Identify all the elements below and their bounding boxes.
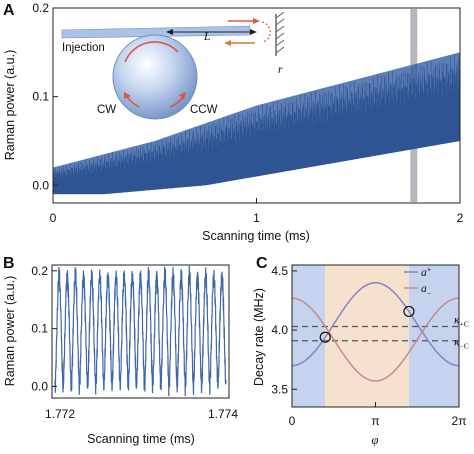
x-axis-label-c: φ [372, 433, 379, 447]
crossing-marker [319, 331, 331, 343]
x-axis-label-a: Scanning time (ms) [202, 229, 310, 243]
x-tick-label-b: 1.772 [45, 407, 75, 421]
series-a-plus [292, 282, 459, 367]
legend-label-a-plus: a+ [421, 265, 432, 279]
cw-label: CW [97, 104, 116, 116]
y-axis-label-b: Raman power (a.u.) [3, 276, 17, 386]
microresonator-icon [112, 34, 198, 120]
forward-arrow-icon [253, 18, 260, 24]
length-arrow-left-icon [166, 29, 173, 35]
legend-label-a-minus: a− [421, 283, 432, 298]
ccw-arrowhead-icon [179, 92, 186, 100]
ticks-b: 1.772 1.774 0.0 0.1 0.2 [31, 264, 238, 421]
phase-region [292, 265, 326, 407]
return-arrow-icon [224, 40, 231, 46]
panel-a: 0 1 2 0.0 0.1 0.2 Scanning time (ms) Raman po… [3, 1, 464, 243]
x-tick-label-a: 0 [50, 211, 57, 225]
x-tick-label-a: 2 [457, 211, 464, 225]
y-tick-label-b: 0.0 [31, 379, 48, 393]
plot-frame-b [51, 264, 230, 399]
cw-circulation-icon [124, 41, 179, 63]
panel-letter-b: B [3, 255, 15, 272]
x-tick-label-c: 2π [452, 414, 467, 428]
y-tick-label-c: 4.0 [271, 323, 288, 337]
panel-b: 1.772 1.774 0.0 0.1 0.2 Scanning time (ms) R… [3, 264, 238, 446]
x-tick-label-a: 1 [253, 211, 260, 225]
length-symbol: L [203, 31, 210, 43]
y-axis-label-c: Decay rate (MHz) [252, 288, 266, 386]
injection-label: Injection [62, 42, 105, 54]
phase-regions [292, 265, 459, 407]
reflector-symbol: r [278, 64, 283, 76]
y-tick-label-a: 0.2 [32, 1, 49, 15]
length-arrow-right-icon [250, 29, 257, 35]
signal-trace-b [54, 265, 227, 397]
y-tick-label-a: 0.1 [32, 90, 49, 104]
y-tick-label-c: 4.5 [271, 264, 288, 278]
y-tick-label-c: 3.5 [271, 382, 288, 396]
panel-letter-a: A [3, 2, 15, 19]
kappa-minus-label: κ−C [454, 337, 469, 351]
ticks-c: 0 π 2π 3.5 4.0 4.5 [271, 264, 466, 428]
panel-letter-c: C [256, 255, 268, 272]
reflector-hatch-icon [275, 11, 285, 54]
inset-schematic: Injection L r [61, 11, 285, 120]
y-tick-label-b: 0.1 [31, 322, 48, 336]
y-tick-label-b: 0.2 [31, 264, 48, 278]
x-tick-label-c: 0 [289, 414, 296, 428]
reflection-loop-icon [261, 21, 271, 43]
signal-trace-a [52, 52, 461, 195]
phase-region [325, 265, 409, 407]
crossing-marker [403, 305, 415, 318]
series-a-minus [291, 297, 460, 382]
legend-c: a+ a− [404, 265, 432, 298]
y-tick-label-a: 0.0 [32, 178, 49, 192]
ccw-label: CCW [190, 104, 218, 116]
x-tick-label-b: 1.774 [208, 407, 238, 421]
x-tick-label-c: π [371, 414, 379, 428]
phase-region [408, 265, 459, 407]
ticks-a: 0 1 2 0.0 0.1 0.2 [32, 1, 463, 225]
panel-c: 0 π 2π 3.5 4.0 4.5 a+ a− κ+C κ−C φ Decay rate… [252, 264, 469, 447]
cw-arrowhead-icon [124, 92, 131, 99]
x-axis-label-b: Scanning time (ms) [87, 432, 195, 446]
y-axis-label-a: Raman power (a.u.) [3, 50, 17, 160]
kappa-plus-label: κ+C [454, 315, 469, 329]
